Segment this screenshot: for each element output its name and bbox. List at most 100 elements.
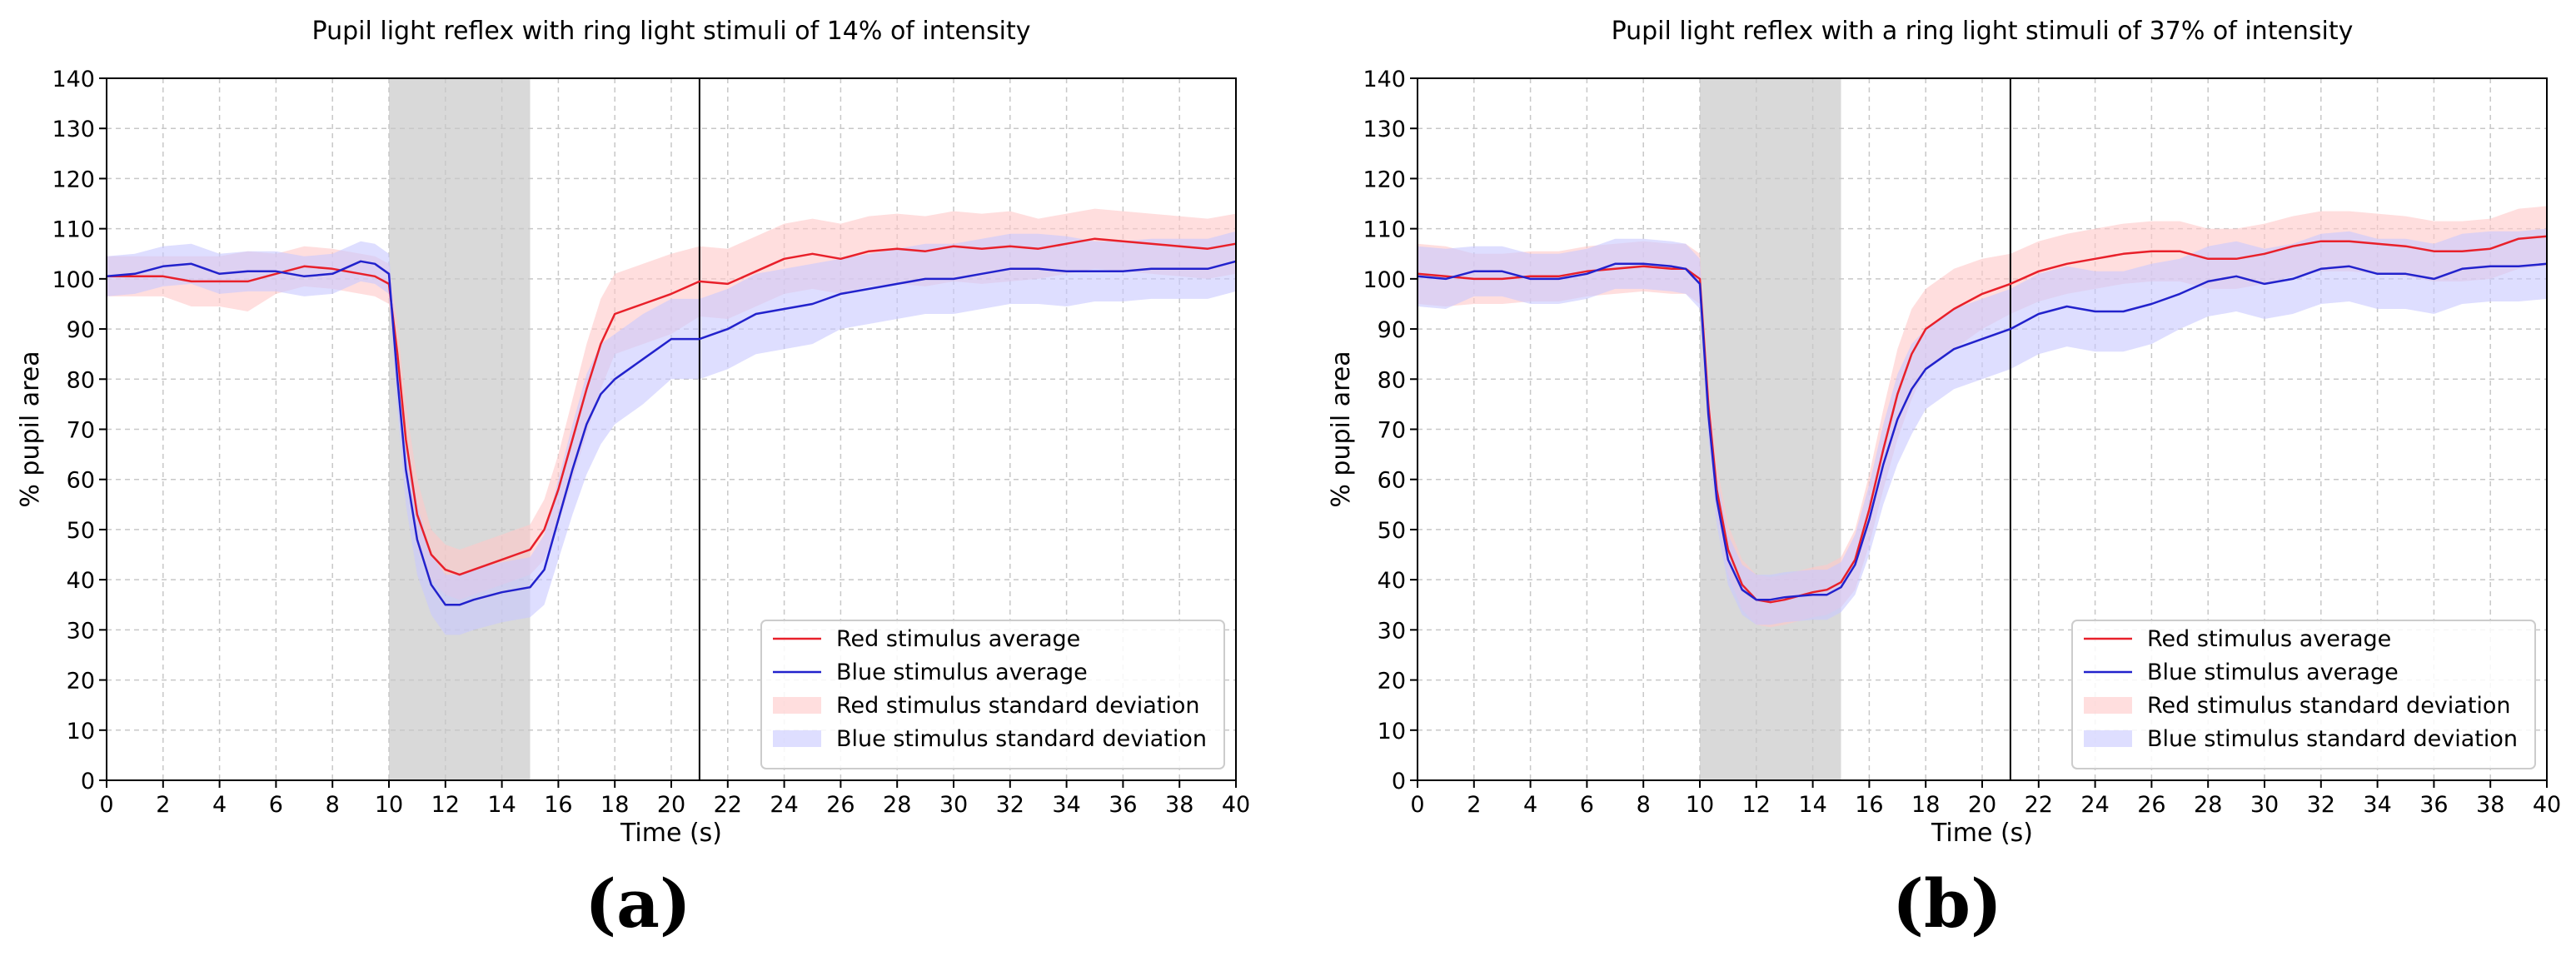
y-tick-label: 110	[1363, 217, 1406, 243]
std-band-blue	[1418, 228, 2547, 625]
y-tick-label: 40	[1378, 568, 1406, 594]
y-tick-label: 0	[81, 769, 95, 794]
y-tick-label: 140	[52, 67, 95, 92]
y-tick-label: 30	[1378, 618, 1406, 644]
x-tick-label: 8	[1637, 792, 1651, 818]
y-tick-label: 40	[67, 568, 95, 594]
x-tick-label: 14	[487, 792, 516, 818]
y-tick-label: 10	[1378, 719, 1406, 744]
y-tick-label: 110	[52, 217, 95, 243]
x-tick-label: 12	[431, 792, 460, 818]
x-tick-label: 6	[269, 792, 283, 818]
x-tick-label: 28	[883, 792, 911, 818]
legend-label: Red stimulus average	[836, 626, 1080, 652]
x-tick-label: 6	[1580, 792, 1594, 818]
legend-label: Red stimulus standard deviation	[836, 693, 1200, 719]
x-tick-label: 16	[544, 792, 572, 818]
x-tick-label: 18	[1911, 792, 1940, 818]
x-tick-label: 0	[99, 792, 113, 818]
x-tick-label: 26	[826, 792, 855, 818]
chart-title: Pupil light reflex with ring light stimu…	[312, 17, 1031, 46]
y-tick-label: 60	[67, 468, 95, 494]
series-line-blue	[1417, 262, 2548, 601]
x-tick-label: 30	[939, 792, 968, 818]
legend-box	[2071, 620, 2536, 769]
x-tick-label: 16	[1855, 792, 1883, 818]
x-tick-label: 10	[1686, 792, 1714, 818]
y-tick-label: 30	[67, 618, 95, 644]
chart-panel-b: 0 2 4 6 8 10 12 14 16 18 20 22 24 26 28 30 32 34 36 38 40010…	[1327, 17, 2561, 848]
y-tick-label: 130	[52, 117, 95, 142]
x-tick-label: 32	[2307, 792, 2335, 818]
panel-label-b: (b)	[1892, 864, 2002, 943]
y-tick-label: 10	[67, 719, 95, 744]
chart-title: Pupil light reflex with a ring light sti…	[1612, 17, 2354, 46]
x-tick-label: 22	[714, 792, 742, 818]
x-tick-label: 2	[156, 792, 170, 818]
x-tick-label: 38	[1165, 792, 1193, 818]
x-tick-label: 36	[2419, 792, 2448, 818]
x-tick-label: 4	[1523, 792, 1537, 818]
x-tick-label: 4	[212, 792, 227, 818]
x-tick-label: 40	[2533, 792, 2561, 818]
series-line-red	[107, 237, 1237, 576]
x-tick-label: 36	[1109, 792, 1137, 818]
x-tick-label: 32	[996, 792, 1024, 818]
x-axis-label: Time (s)	[1931, 819, 2033, 848]
legend-label: Blue stimulus standard deviation	[2147, 726, 2518, 752]
x-tick-label: 24	[2080, 792, 2109, 818]
x-tick-label: 22	[2025, 792, 2053, 818]
panel-label-a: (a)	[585, 864, 691, 943]
legend-label: Blue stimulus standard deviation	[836, 726, 1207, 752]
x-tick-label: 40	[1222, 792, 1250, 818]
x-tick-label: 34	[1052, 792, 1080, 818]
x-tick-label: 2	[1467, 792, 1481, 818]
y-axis-label: % pupil area	[16, 351, 45, 507]
x-tick-label: 30	[2250, 792, 2279, 818]
legend-box	[760, 620, 1225, 769]
legend-swatch-blue-band	[773, 730, 821, 747]
legend: Red stimulus average Blue stimulus averag…	[760, 620, 1225, 769]
legend-swatch-red-band	[773, 697, 821, 714]
y-tick-label: 130	[1363, 117, 1406, 142]
legend-swatch-blue-band	[2084, 730, 2132, 747]
y-tick-label: 50	[67, 518, 95, 544]
x-tick-label: 8	[326, 792, 340, 818]
x-tick-label: 24	[770, 792, 798, 818]
y-tick-label: 70	[1378, 418, 1406, 444]
legend-label: Blue stimulus average	[836, 660, 1088, 685]
x-tick-label: 10	[375, 792, 403, 818]
y-tick-label: 60	[1378, 468, 1406, 494]
legend-label: Red stimulus standard deviation	[2147, 693, 2511, 719]
legend: Red stimulus average Blue stimulus averag…	[2071, 620, 2536, 769]
x-tick-label: 14	[1798, 792, 1826, 818]
y-tick-label: 0	[1392, 769, 1406, 794]
y-tick-label: 120	[52, 167, 95, 192]
y-tick-label: 50	[1378, 518, 1406, 544]
y-tick-label: 140	[1363, 67, 1406, 92]
x-tick-label: 0	[1410, 792, 1424, 818]
series-line-red	[1417, 235, 2548, 604]
x-axis-label: Time (s)	[620, 819, 722, 848]
x-tick-label: 34	[2363, 792, 2391, 818]
legend-label: Blue stimulus average	[2147, 660, 2399, 685]
y-tick-label: 70	[67, 418, 95, 444]
y-tick-label: 20	[67, 669, 95, 695]
y-tick-label: 80	[67, 367, 95, 393]
legend-swatch-red-band	[2084, 697, 2132, 714]
y-tick-label: 80	[1378, 367, 1406, 393]
legend-label: Red stimulus average	[2147, 626, 2391, 652]
x-tick-label: 20	[657, 792, 685, 818]
y-tick-label: 90	[1378, 317, 1406, 343]
chart-panel-a: 0 2 4 6 8 10 12 14 16 18 20 22 24 26 28 30 32 34 36 38 40010…	[16, 17, 1250, 848]
x-tick-label: 18	[600, 792, 629, 818]
y-tick-label: 120	[1363, 167, 1406, 192]
x-tick-label: 28	[2194, 792, 2222, 818]
series-line-blue	[106, 260, 1237, 606]
x-tick-label: 12	[1742, 792, 1771, 818]
y-axis-label: % pupil area	[1327, 351, 1356, 507]
x-tick-label: 38	[2476, 792, 2504, 818]
y-tick-label: 100	[52, 267, 95, 293]
y-tick-label: 100	[1363, 267, 1406, 293]
